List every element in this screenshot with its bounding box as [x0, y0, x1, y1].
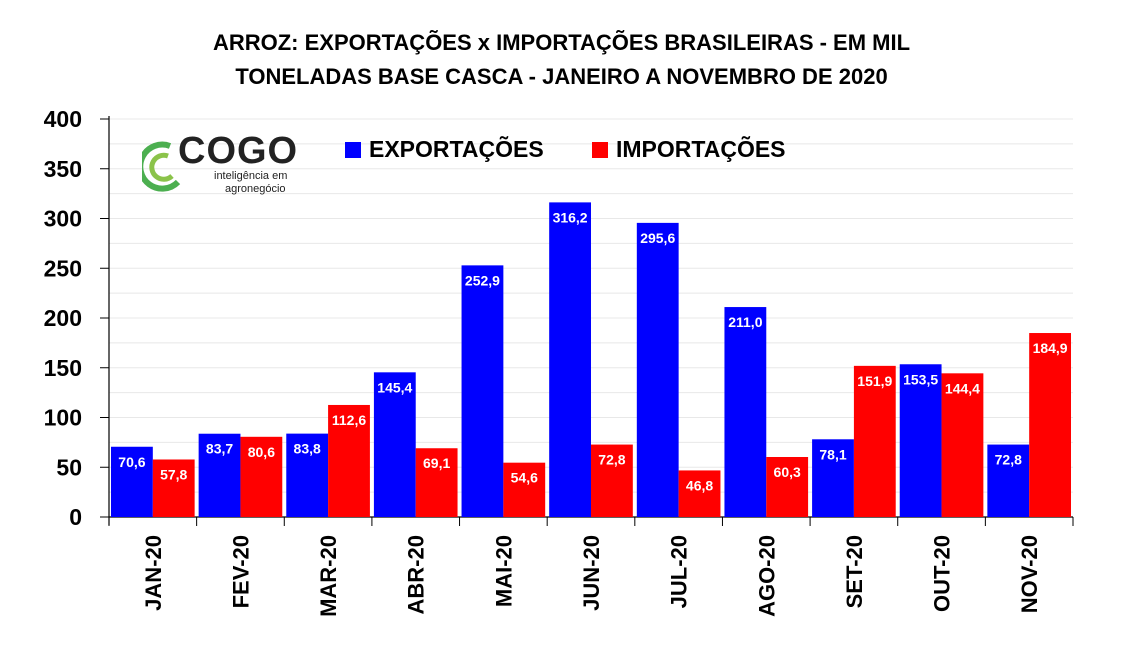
- bar-exportacoes: [636, 222, 679, 518]
- x-tick-label: FEV-20: [228, 535, 253, 608]
- data-label: 60,3: [774, 464, 801, 480]
- data-label: 72,8: [995, 452, 1022, 468]
- legend-item-exportacoes: EXPORTAÇÕES: [345, 136, 544, 163]
- bar-exportacoes: [812, 439, 854, 517]
- data-label: 295,6: [640, 230, 675, 246]
- data-label: 83,8: [294, 441, 321, 457]
- logo-tagline-1: inteligência em: [214, 170, 288, 182]
- data-label: 144,4: [945, 380, 980, 396]
- logo-word: COGO: [178, 130, 299, 172]
- data-label: 145,4: [377, 379, 412, 395]
- bar-exportacoes: [198, 433, 241, 517]
- data-label: 72,8: [598, 452, 625, 468]
- legend-swatch-exportacoes: [345, 141, 361, 158]
- bar-importacoes: [328, 404, 370, 517]
- x-tick-label: MAI-20: [491, 535, 516, 607]
- x-tick-label: ABR-20: [404, 535, 429, 614]
- bar-exportacoes: [286, 433, 329, 517]
- bar-exportacoes: [373, 372, 416, 517]
- legend-swatch-importacoes: [592, 141, 608, 158]
- data-label: 80,6: [248, 444, 275, 460]
- data-label: 153,5: [903, 371, 938, 387]
- data-label: 112,6: [332, 412, 366, 428]
- y-tick-label: 300: [44, 206, 82, 232]
- x-tick-label: SET-20: [842, 535, 867, 608]
- data-label: 211,0: [728, 314, 762, 330]
- chart-title: ARROZ: EXPORTAÇÕES x IMPORTAÇÕES BRASILE…: [212, 30, 911, 55]
- legend-label-importacoes: IMPORTAÇÕES: [616, 136, 786, 162]
- bar-importacoes: [152, 459, 195, 517]
- bar-importacoes: [678, 470, 721, 517]
- data-label: 151,9: [857, 373, 892, 389]
- legend-label-exportacoes: EXPORTAÇÕES: [369, 136, 544, 162]
- bar-importacoes: [415, 448, 458, 517]
- chart-subtitle: TONELADAS BASE CASCA - JANEIRO A NOVEMBR…: [235, 64, 888, 89]
- data-label: 78,1: [819, 446, 846, 462]
- bar-exportacoes: [899, 364, 942, 517]
- data-label: 57,8: [160, 466, 187, 482]
- data-label: 184,9: [1033, 340, 1068, 356]
- data-label: 46,8: [686, 477, 713, 493]
- bar-importacoes: [941, 373, 984, 517]
- cogo-logo: COGO inteligência em agronegócio: [140, 130, 310, 200]
- y-tick-label: 250: [44, 255, 82, 281]
- x-tick-label: OUT-20: [930, 535, 955, 612]
- data-label: 83,7: [206, 441, 233, 457]
- data-label: 252,9: [465, 272, 500, 288]
- x-tick-label: JUN-20: [579, 535, 604, 611]
- y-tick-label: 0: [69, 504, 82, 530]
- bar-exportacoes: [549, 202, 591, 518]
- y-tick-label: 200: [44, 305, 82, 331]
- bar-exportacoes: [461, 265, 504, 517]
- data-label: 70,6: [118, 454, 145, 470]
- data-label: 316,2: [553, 209, 588, 225]
- bar-importacoes: [1029, 333, 1071, 517]
- logo-mark-icon: [142, 141, 181, 192]
- bar-importacoes: [853, 365, 896, 517]
- bar-exportacoes: [111, 446, 153, 517]
- bar-importacoes: [240, 436, 283, 517]
- bar-exportacoes: [724, 307, 767, 517]
- logo-tagline-2: agronegócio: [225, 183, 286, 195]
- bar-importacoes: [503, 462, 546, 517]
- x-tick-label: NOV-20: [1017, 535, 1042, 613]
- x-tick-label: AGO-20: [754, 535, 779, 617]
- x-tick-label: MAR-20: [316, 535, 341, 617]
- y-tick-label: 350: [44, 156, 82, 182]
- y-tick-label: 50: [56, 454, 82, 480]
- bar-importacoes: [591, 444, 633, 517]
- y-tick-label: 150: [44, 355, 82, 381]
- data-label: 69,1: [423, 455, 450, 471]
- y-tick-label: 100: [44, 405, 82, 431]
- bar-exportacoes: [987, 444, 1030, 517]
- x-tick-label: JUL-20: [667, 535, 692, 608]
- y-tick-label: 400: [44, 106, 82, 132]
- x-tick-label: JAN-20: [141, 535, 166, 611]
- legend-item-importacoes: IMPORTAÇÕES: [592, 136, 786, 163]
- data-label: 54,6: [511, 470, 538, 486]
- bar-importacoes: [766, 457, 809, 517]
